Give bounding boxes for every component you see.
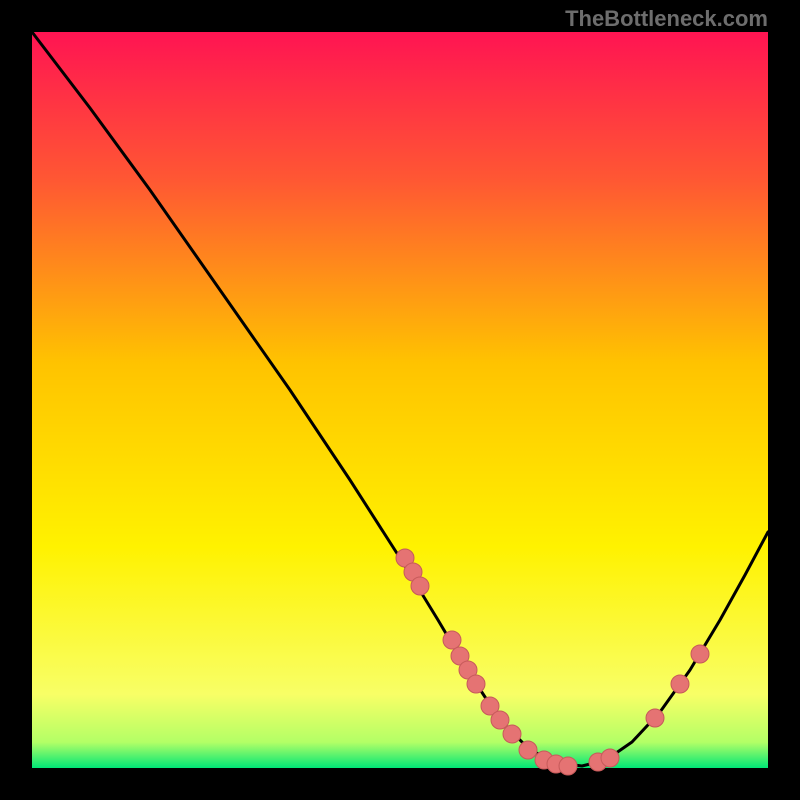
data-marker bbox=[559, 757, 577, 775]
data-marker bbox=[411, 577, 429, 595]
data-marker bbox=[467, 675, 485, 693]
data-marker bbox=[601, 749, 619, 767]
data-marker bbox=[671, 675, 689, 693]
data-marker bbox=[443, 631, 461, 649]
data-marker bbox=[519, 741, 537, 759]
chart-svg: TheBottleneck.com bbox=[0, 0, 800, 800]
chart-root: TheBottleneck.com bbox=[0, 0, 800, 800]
data-marker bbox=[503, 725, 521, 743]
data-marker bbox=[691, 645, 709, 663]
data-marker bbox=[646, 709, 664, 727]
plot-area bbox=[32, 32, 768, 768]
data-marker bbox=[491, 711, 509, 729]
watermark-text: TheBottleneck.com bbox=[565, 6, 768, 31]
